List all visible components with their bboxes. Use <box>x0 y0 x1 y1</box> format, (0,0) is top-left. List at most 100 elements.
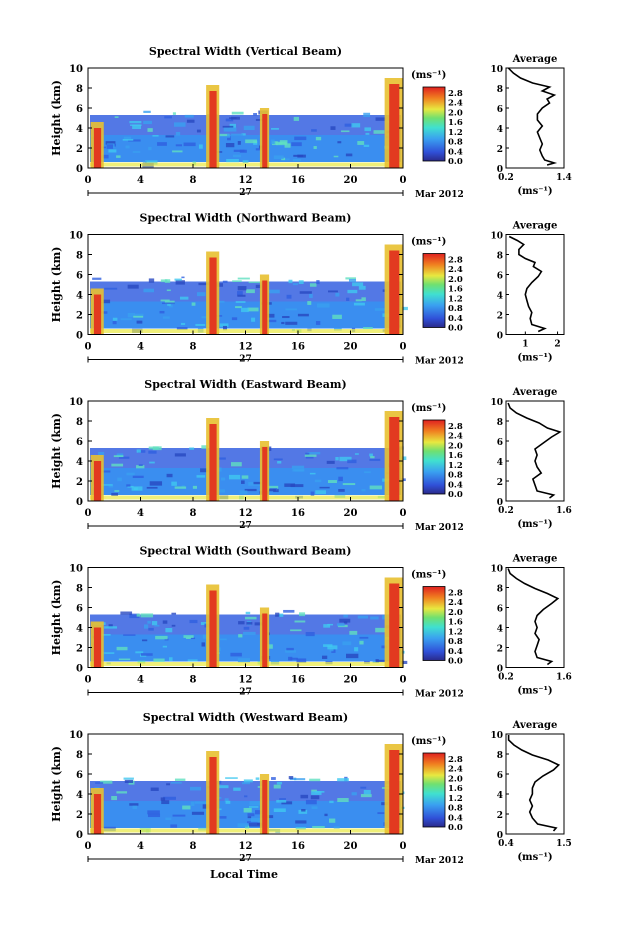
average-x-tick-label: 0.2 <box>498 506 514 516</box>
colorbar-tick-label: 0.4 <box>448 314 463 324</box>
x-tick-label: 0 <box>400 675 407 686</box>
y-tick-label: 6 <box>76 104 83 115</box>
x-tick-label: 4 <box>137 342 144 353</box>
y-tick-label: 0 <box>76 164 83 175</box>
average-profile-line <box>507 735 561 832</box>
average-title: Average <box>512 221 558 232</box>
average-y-tick-label: 4 <box>497 125 503 135</box>
panel-4: Spectral Width (Westward Beam) 0 2 4 6 8 10 Hei… <box>50 711 572 866</box>
colorbar-tick-label: 2.0 <box>448 108 463 118</box>
x-tick-label: 16 <box>291 841 305 852</box>
average-y-tick-label: 2 <box>497 645 503 655</box>
colorbar-tick-label: 1.2 <box>448 627 463 637</box>
average-y-tick-label: 2 <box>497 478 503 488</box>
average-y-tick-label: 4 <box>497 625 503 635</box>
average-y-tick-label: 6 <box>497 771 503 781</box>
x-tick-label: 4 <box>137 175 144 186</box>
y-tick-label: 8 <box>76 251 83 262</box>
average-y-tick-label: 6 <box>497 272 503 282</box>
y-tick-label: 2 <box>76 644 83 655</box>
average-x-tick-label: 1.4 <box>556 173 572 183</box>
colorbar-tick-label: 1.2 <box>448 294 463 304</box>
date-day-label: 27 <box>239 521 252 531</box>
average-frame <box>505 67 565 169</box>
colorbar-tick-label: 0.4 <box>448 147 463 157</box>
x-tick-label: 8 <box>190 342 197 353</box>
panel-3: Spectral Width (Southward Beam) 0 2 4 6 8 10 He… <box>50 545 572 700</box>
x-tick-label: 0 <box>400 508 407 519</box>
average-x-tick-label: 2 <box>554 340 560 350</box>
average-y-tick-label: 0 <box>497 831 503 841</box>
y-tick-label: 0 <box>76 664 83 675</box>
average-frame <box>505 733 565 835</box>
colorbar-tick-label: 2.0 <box>448 441 463 451</box>
average-y-tick-label: 2 <box>497 145 503 155</box>
colorbar <box>422 752 446 828</box>
y-axis-label: Height (km) <box>50 746 63 822</box>
date-day-label: 27 <box>239 688 252 698</box>
y-tick-label: 10 <box>69 64 83 75</box>
colorbar-tick-label: 0.4 <box>448 480 463 490</box>
y-tick-label: 2 <box>76 311 83 322</box>
colorbar-tick-label: 2.8 <box>448 755 463 765</box>
average-profile-line <box>507 402 562 499</box>
average-x-label: (ms⁻¹) <box>517 186 552 197</box>
average-x-tick-label: 0.2 <box>498 673 514 683</box>
y-axis-label: Height (km) <box>50 413 63 489</box>
average-x-label: (ms⁻¹) <box>517 852 552 863</box>
x-tick-label: 12 <box>239 508 253 519</box>
average-y-tick-label: 8 <box>497 418 503 428</box>
y-tick-label: 10 <box>69 397 83 408</box>
date-label: Mar 2012 <box>415 856 464 866</box>
y-tick-label: 4 <box>76 624 83 635</box>
colorbar-tick-label: 2.0 <box>448 774 463 784</box>
y-tick-label: 8 <box>76 584 83 595</box>
panel-title: Spectral Width (Westward Beam) <box>143 711 348 724</box>
x-tick-label: 0 <box>85 508 92 519</box>
colorbar-tick-label: 2.4 <box>448 265 463 275</box>
y-tick-label: 4 <box>76 457 83 468</box>
average-profile-line <box>507 67 558 166</box>
x-tick-label: 20 <box>344 675 358 686</box>
colorbar-tick-label: 2.8 <box>448 589 463 599</box>
y-tick-label: 4 <box>76 291 83 302</box>
colorbar-tick-label: 1.2 <box>448 128 463 138</box>
x-tick-label: 20 <box>344 175 358 186</box>
average-x-tick-label: 0.4 <box>498 839 514 849</box>
average-y-tick-label: 4 <box>497 791 503 801</box>
y-tick-label: 6 <box>76 437 83 448</box>
x-tick-label: 12 <box>239 342 253 353</box>
colorbar <box>422 86 446 162</box>
panel-title: Spectral Width (Vertical Beam) <box>149 45 342 58</box>
x-tick-label: 16 <box>291 342 305 353</box>
average-x-tick-label: 1.6 <box>556 506 572 516</box>
y-tick-label: 10 <box>69 564 83 575</box>
y-axis-label: Height (km) <box>50 247 63 323</box>
average-title: Average <box>512 387 558 398</box>
colorbar-tick-label: 0.8 <box>448 637 463 647</box>
x-tick-label: 0 <box>400 342 407 353</box>
x-tick-label: 0 <box>85 342 92 353</box>
x-tick-label: 20 <box>344 342 358 353</box>
colorbar-tick-label: 0.0 <box>448 823 463 833</box>
colorbar-tick-label: 0.8 <box>448 138 463 148</box>
colorbar-unit: (ms⁻¹) <box>411 570 446 581</box>
heatmap-field <box>90 78 403 168</box>
average-frame <box>505 567 565 668</box>
colorbar-tick-label: 2.4 <box>448 765 463 775</box>
colorbar-tick-label: 0.8 <box>448 471 463 481</box>
y-tick-label: 10 <box>69 231 83 242</box>
x-tick-label: 20 <box>344 841 358 852</box>
average-y-tick-label: 2 <box>497 811 503 821</box>
colorbar-tick-label: 1.6 <box>448 285 463 295</box>
date-label: Mar 2012 <box>415 190 464 200</box>
colorbar-tick-label: 2.4 <box>448 598 463 608</box>
x-tick-label: 20 <box>344 508 358 519</box>
colorbar <box>422 253 446 328</box>
average-profile-line <box>507 568 560 666</box>
colorbar <box>422 419 446 495</box>
average-x-tick-label: 0.2 <box>498 173 514 183</box>
average-y-tick-label: 0 <box>497 165 503 175</box>
panel-title: Spectral Width (Eastward Beam) <box>144 378 346 391</box>
colorbar-tick-label: 2.8 <box>448 256 463 266</box>
